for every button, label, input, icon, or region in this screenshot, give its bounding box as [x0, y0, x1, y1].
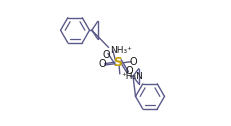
- Text: O: O: [99, 59, 106, 69]
- Text: NH₃⁺: NH₃⁺: [110, 46, 132, 55]
- Text: O: O: [125, 66, 132, 76]
- Text: ⁺H₃N: ⁺H₃N: [121, 72, 143, 81]
- Text: O: O: [102, 50, 110, 60]
- Text: O: O: [129, 57, 136, 67]
- Text: S: S: [113, 56, 122, 70]
